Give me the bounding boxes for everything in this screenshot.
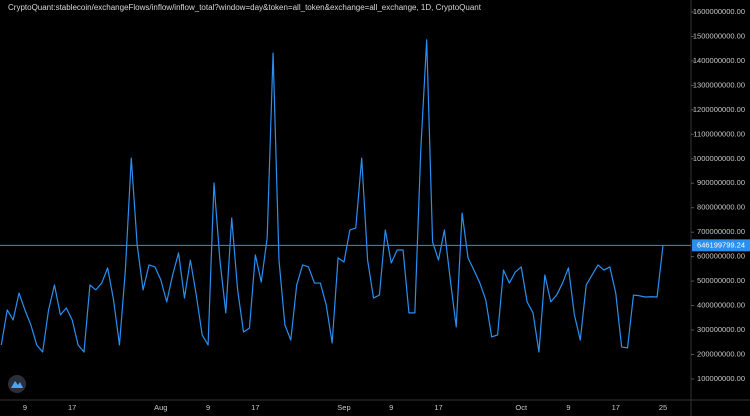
y-tick-label: 1200000000.00	[693, 105, 745, 114]
x-tick-label: 17	[251, 403, 259, 412]
y-tick-label: 1000000000.00	[693, 154, 745, 163]
current-value-label: 646199799.24	[697, 240, 745, 249]
x-tick-label: 17	[434, 403, 442, 412]
y-tick-label: 1600000000.00	[693, 7, 745, 16]
y-tick-label: 700000000.00	[697, 227, 745, 236]
logo	[8, 375, 26, 393]
y-tick-label: 200000000.00	[697, 349, 745, 358]
chart-title: CryptoQuant:stablecoin/exchangeFlows/inf…	[8, 3, 482, 12]
x-tick-label: Aug	[154, 403, 167, 412]
y-tick-label: 600000000.00	[697, 252, 745, 261]
current-value-box	[692, 239, 750, 252]
x-tick-label: 9	[206, 403, 210, 412]
y-tick-label: 900000000.00	[697, 178, 745, 187]
x-tick-label: Sep	[337, 403, 350, 412]
x-tick-label: 9	[23, 403, 27, 412]
x-tick-label: 9	[389, 403, 393, 412]
y-tick-label: 500000000.00	[697, 276, 745, 285]
x-tick-label: 17	[68, 403, 76, 412]
y-tick-label: 1100000000.00	[693, 129, 745, 138]
data-line	[0, 39, 664, 353]
y-tick-label: 1400000000.00	[693, 56, 745, 65]
y-tick-label: 400000000.00	[697, 301, 745, 310]
y-tick-label: 1500000000.00	[693, 31, 745, 40]
y-tick-label: 800000000.00	[697, 203, 745, 212]
y-tick-label: 300000000.00	[697, 325, 745, 334]
y-tick-label: 100000000.00	[697, 374, 745, 383]
x-tick-label: 9	[566, 403, 570, 412]
y-tick-label: 1300000000.00	[693, 80, 745, 89]
x-tick-label: 25	[659, 403, 667, 412]
x-tick-label: 17	[612, 403, 620, 412]
x-tick-label: Oct	[515, 403, 528, 412]
